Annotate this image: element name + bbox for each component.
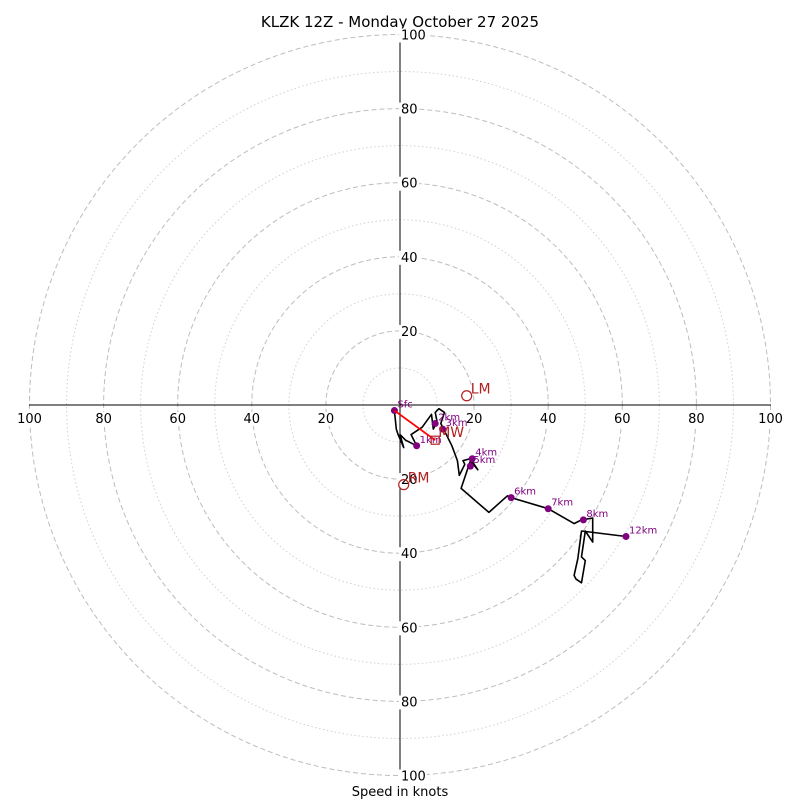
height-marker-label: 2km [438,413,460,424]
tick-label-background [241,412,262,426]
tick-label: 20 [318,412,335,427]
height-marker-label: 12km [629,526,657,537]
height-marker-dot [439,425,447,433]
tick-label: 20 [401,325,418,340]
tick-label-background [399,769,427,784]
shear-vector-line [393,409,436,441]
height-marker-dot [468,455,476,463]
tick-label-background [399,28,427,43]
tick-label: 60 [169,412,186,427]
tick-label: 20 [466,412,483,427]
height-marker-dot [579,516,587,524]
left-mover-marker [461,390,473,402]
tick-label-background [399,324,419,339]
tick-label-background [399,547,419,562]
tick-label: 40 [401,547,418,562]
tick-label: 100 [401,29,426,44]
tick-label-background [93,412,114,426]
tick-label-background [399,621,419,636]
tick-label-background [686,412,707,426]
height-marker-dot [507,494,515,502]
x-axis-label: Speed in knots [352,785,449,800]
right-mover-label: RM [408,471,430,487]
tick-label: 40 [244,412,261,427]
height-marker-label: 8km [586,509,608,520]
tick-label: 60 [614,412,631,427]
tick-label-background [167,412,188,426]
tick-label-background [399,473,419,488]
tick-label-background [15,412,44,426]
tick-label: 40 [540,412,557,427]
mean-wind-marker [430,435,440,445]
tick-label-background [464,412,485,426]
tick-label: 80 [688,412,705,427]
storm-motion: MW LM RM [393,382,491,491]
tick-label: 60 [401,621,418,636]
tick-label: 80 [95,412,112,427]
right-mover-marker [398,479,410,491]
axes [29,35,771,775]
tick-label-background [315,412,336,426]
tick-label-background [399,176,419,191]
tick-label: 80 [401,103,418,118]
height-marker-dot [431,420,439,428]
tick-label: 80 [401,695,418,710]
tick-label-background [538,412,559,426]
tick-label-background [399,102,419,117]
tick-labels: 20 20 40 40 60 60 80 80 100 100 100 80 60 40 20 20 40 60 8… [15,28,785,785]
tick-label-background [399,250,419,265]
height-marker-dot [413,442,421,450]
tick-label-background [612,412,633,426]
tick-label: 100 [17,412,42,427]
tick-label: 100 [758,412,783,427]
height-marker-label: 7km [551,498,573,509]
tick-label: 60 [401,177,418,192]
height-marker-dot [544,505,552,513]
tick-label: 40 [401,251,418,266]
tick-label-background [399,695,419,710]
chart-title: KLZK 12Z - Monday October 27 2025 [261,13,539,31]
mean-wind-label: MW [438,425,464,441]
tick-label: 100 [401,770,426,785]
height-marker-label: Sfc [397,400,412,411]
height-marker-dot [622,533,630,541]
height-marker-label: 6km [514,487,536,498]
height-marker-label: 3km [446,418,468,429]
tick-label-background [756,412,785,426]
left-mover-label: LM [471,382,491,398]
height-marker-label: 4km [475,448,497,459]
tick-label: 20 [401,473,418,488]
height-marker-dot [466,462,474,470]
height-marker-label: 5km [473,455,495,466]
